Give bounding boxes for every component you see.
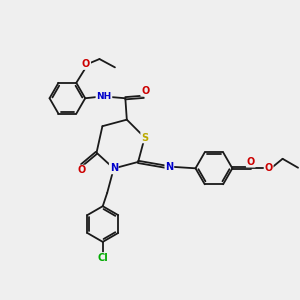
Text: O: O <box>141 86 149 96</box>
Text: NH: NH <box>96 92 112 101</box>
Text: S: S <box>141 133 148 142</box>
Text: Cl: Cl <box>98 253 108 263</box>
Text: N: N <box>165 162 173 172</box>
Text: O: O <box>265 163 273 173</box>
Text: O: O <box>247 157 255 167</box>
Text: O: O <box>82 59 90 69</box>
Text: O: O <box>77 166 85 176</box>
Text: N: N <box>110 164 118 173</box>
